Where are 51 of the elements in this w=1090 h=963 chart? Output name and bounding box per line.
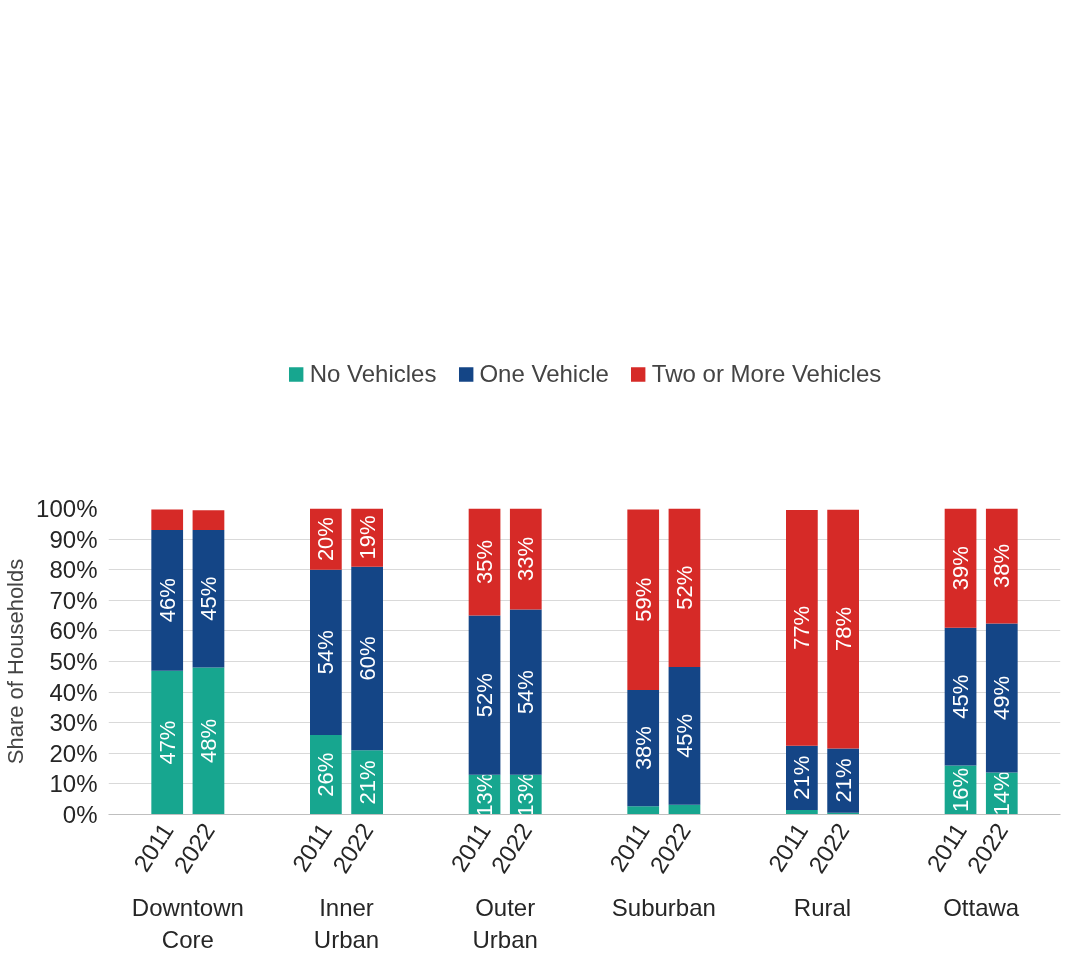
y-tick-label: 90% [49,525,98,553]
legend-label: Two or More Vehicles [651,360,882,388]
data-label: 49% [989,676,1015,721]
y-tick-label: 80% [49,556,98,584]
data-label: 35% [472,540,498,585]
data-label: 78% [830,607,856,652]
data-label: 59% [630,577,656,622]
data-label: 13% [472,772,498,817]
data-label: 60% [354,636,380,681]
data-label: 47% [154,720,180,765]
y-tick-label: 50% [49,648,98,675]
data-label: 52% [472,673,498,718]
y-tick-label: 0% [62,801,98,828]
y-tick-label: 40% [49,678,98,706]
data-label: 38% [989,544,1015,589]
data-label: 39% [948,546,974,591]
y-tick-label: 20% [49,739,98,767]
text: Suburban [611,893,716,921]
data-label: 45% [195,576,221,621]
legend-label: No Vehicles [309,360,437,388]
y-tick-label: 60% [49,617,98,645]
data-label: 48% [195,719,221,764]
data-label: 21% [789,755,815,800]
text: Ottawa [943,893,1020,921]
data-label: 46% [154,578,180,623]
data-label: 21% [354,760,380,805]
text: Outer Urban [472,893,538,953]
text: Rural [793,893,852,921]
data-label: 54% [313,630,339,675]
legend-label: One Vehicle [479,360,609,388]
data-label: 20% [313,517,339,562]
y-tick-label: 70% [49,586,98,614]
data-label: 21% [830,758,856,803]
data-label: 26% [313,752,339,797]
data-label: 13% [513,772,539,817]
data-label: 19% [354,515,380,560]
text: Downtown Core [131,893,244,953]
data-label: 33% [513,536,539,582]
y-tick-label: 10% [49,770,98,798]
data-label: 45% [671,713,697,758]
data-label: 14% [989,771,1015,816]
data-label: 16% [948,767,974,813]
data-label: 54% [513,670,539,715]
text: Inner Urban [313,893,380,953]
data-label: 52% [671,565,697,610]
data-label: 45% [948,674,974,719]
y-tick-label: 100% [36,495,98,522]
y-axis-title: Share of Households [3,558,29,765]
data-label: 38% [630,726,656,771]
data-label: 77% [789,605,815,650]
y-tick-label: 30% [49,709,98,737]
